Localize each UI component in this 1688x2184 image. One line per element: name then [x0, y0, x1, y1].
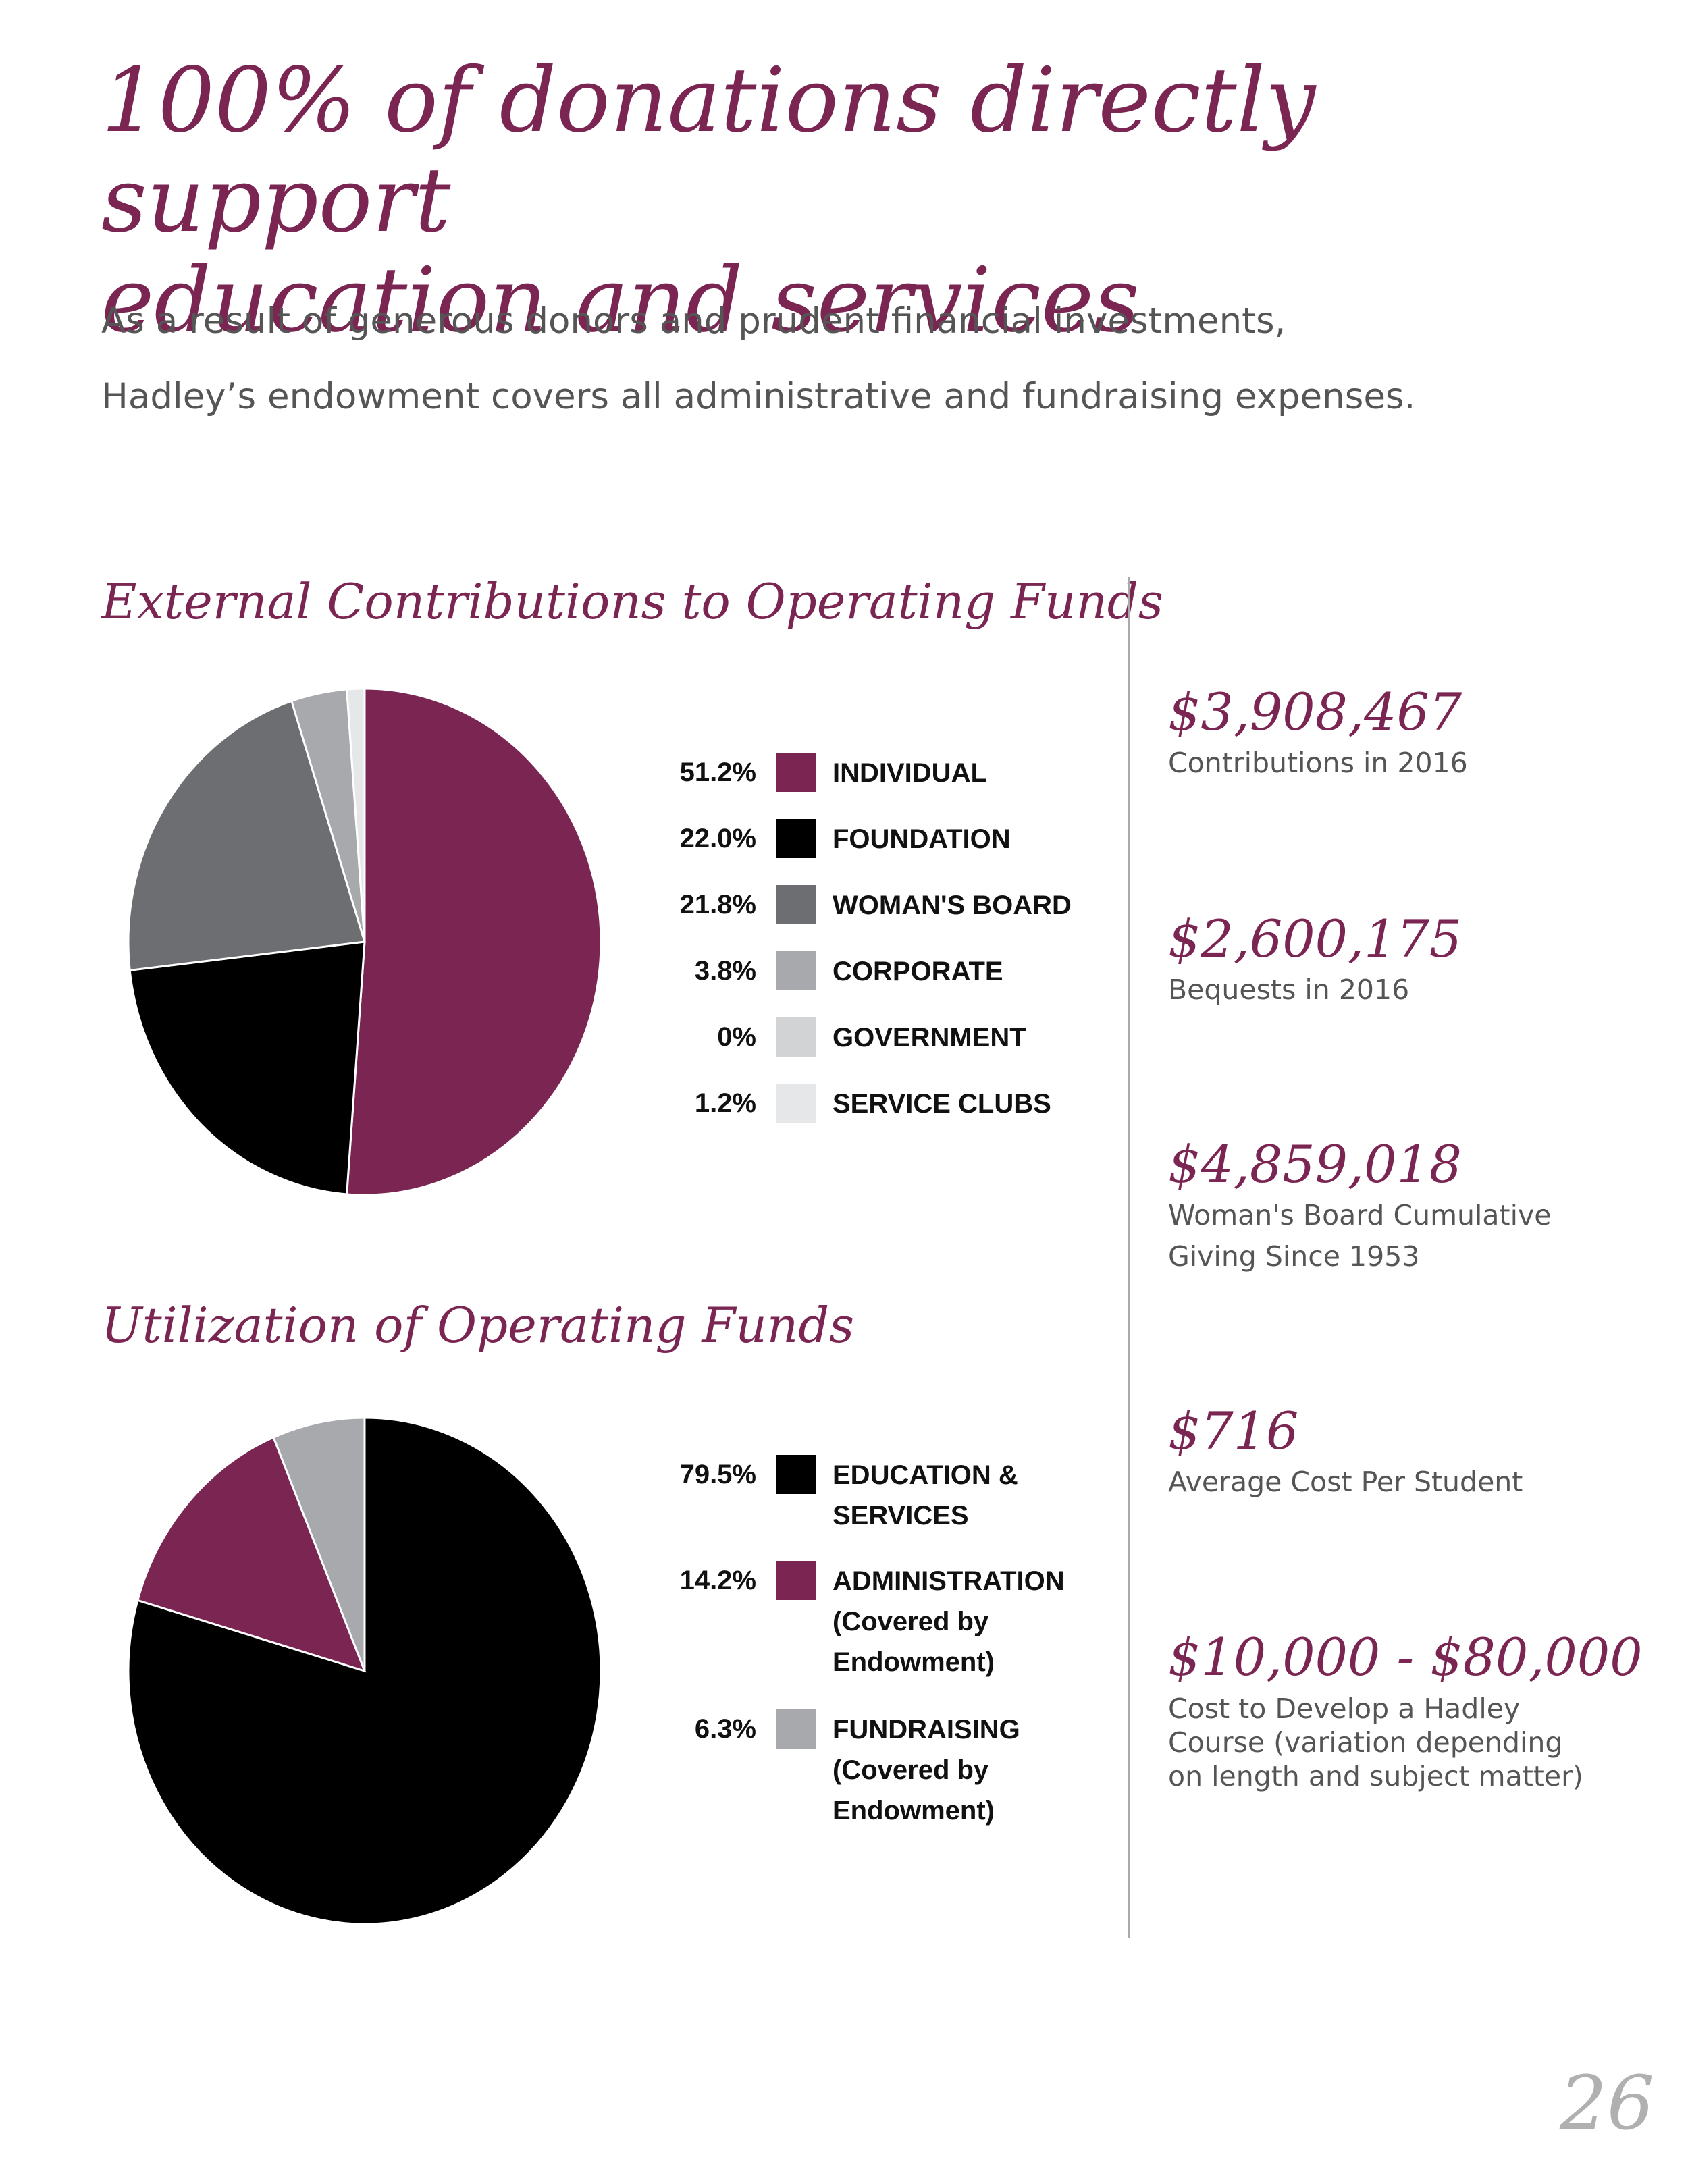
- legend-swatch: [776, 885, 816, 924]
- stat-caption: Average Cost Per Student: [1168, 1462, 1654, 1503]
- stat-caption-line: Contributions in 2016: [1168, 747, 1468, 779]
- legend-swatch: [776, 1709, 816, 1749]
- vertical-divider: [1128, 577, 1130, 1938]
- stat-caption-line: on length and subject matter): [1168, 1760, 1583, 1792]
- pie-slice-administration-covered-by-endowment: [136, 1435, 367, 1673]
- pie-slice-woman-s-board: [127, 699, 366, 971]
- pie-slice-service-clubs: [346, 687, 366, 942]
- legend-swatch: [776, 1017, 816, 1057]
- legend-swatch: [776, 753, 816, 792]
- stat-caption-line: Course (variation depending: [1168, 1726, 1563, 1759]
- stat-value: $3,908,467: [1168, 682, 1462, 742]
- stat-contributions-2016: $3,908,467 Contributions in 2016: [1168, 682, 1654, 784]
- legend-pct: 0%: [717, 1022, 756, 1052]
- legend-swatch: [776, 1084, 816, 1123]
- legend-swatch: [776, 819, 816, 858]
- utilization-chart-title: Utilization of Operating Funds: [101, 1297, 855, 1354]
- page-number: 26: [1560, 2060, 1654, 2146]
- stat-caption-line: Cost to Develop a Hadley: [1168, 1693, 1521, 1725]
- legend-pct: 1.2%: [694, 1088, 756, 1118]
- legend-label: EDUCATION & SERVICES: [833, 1455, 1116, 1536]
- contributions-pie-chart: [127, 687, 602, 1196]
- stat-caption: Bequests in 2016: [1168, 969, 1654, 1011]
- contributions-chart-title: External Contributions to Operating Fund…: [101, 573, 1163, 630]
- stat-cost-per-student: $716 Average Cost Per Student: [1168, 1401, 1654, 1503]
- stat-course-development-cost: $10,000 - $80,000 Cost to Develop a Hadl…: [1168, 1627, 1654, 1793]
- legend-label: ADMINISTRATION (Covered by Endowment): [833, 1561, 1116, 1682]
- legend-label: WOMAN'S BOARD: [833, 890, 1072, 920]
- legend-label: GOVERNMENT: [833, 1023, 1026, 1053]
- pie-slice-individual: [346, 687, 602, 1196]
- legend-label-line: (Covered by: [833, 1755, 989, 1785]
- stat-caption: Cost to Develop a Hadley Course (variati…: [1168, 1692, 1654, 1793]
- legend-pct: 6.3%: [694, 1714, 756, 1744]
- legend-label: FUNDRAISING (Covered by Endowment): [833, 1709, 1116, 1831]
- legend-label-line: ADMINISTRATION: [833, 1566, 1065, 1596]
- intro-line-1: As a result of generous donors and prude…: [101, 300, 1286, 342]
- pie-slice-fundraising-covered-by-endowment: [272, 1416, 366, 1672]
- legend-label-line: Endowment): [833, 1796, 995, 1826]
- intro-line-2: Hadley’s endowment covers all administra…: [101, 376, 1416, 417]
- legend-pct: 79.5%: [679, 1460, 756, 1489]
- stat-value: $10,000 - $80,000: [1168, 1627, 1643, 1687]
- legend-swatch: [776, 1561, 816, 1600]
- legend-pct: 22.0%: [679, 824, 756, 853]
- legend-label-line: SERVICES: [833, 1501, 969, 1530]
- stat-value: $716: [1168, 1401, 1299, 1461]
- stat-caption-line: Woman's Board Cumulative: [1168, 1199, 1552, 1231]
- headline-line-1: 100% of donations directly support: [101, 49, 1316, 252]
- legend-label-line: (Covered by: [833, 1607, 989, 1636]
- legend-swatch: [776, 951, 816, 990]
- legend-label-line: EDUCATION &: [833, 1460, 1018, 1490]
- legend-label: SERVICE CLUBS: [833, 1089, 1051, 1119]
- legend-pct: 51.2%: [679, 757, 756, 787]
- stat-caption-line: Bequests in 2016: [1168, 974, 1410, 1006]
- legend-label-line: Endowment): [833, 1647, 995, 1677]
- stat-bequests-2016: $2,600,175 Bequests in 2016: [1168, 909, 1654, 1011]
- headline-line-2: education and services: [101, 248, 1140, 352]
- legend-label: CORPORATE: [833, 957, 1003, 986]
- legend-label: INDIVIDUAL: [833, 758, 987, 788]
- legend-label: FOUNDATION: [833, 824, 1011, 854]
- legend-label-line: FUNDRAISING: [833, 1715, 1020, 1744]
- stat-caption: Contributions in 2016: [1168, 743, 1654, 784]
- stat-value: $2,600,175: [1168, 909, 1462, 969]
- legend-pct: 3.8%: [694, 956, 756, 986]
- legend-pct: 21.8%: [679, 890, 756, 920]
- stat-caption-line: Giving Since 1953: [1168, 1240, 1420, 1273]
- utilization-pie-chart: [127, 1416, 602, 1925]
- stat-womans-board-giving: $4,859,018 Woman's Board Cumulative Givi…: [1168, 1134, 1654, 1277]
- intro-paragraph: As a result of generous donors and prude…: [101, 284, 1587, 435]
- stat-caption: Woman's Board Cumulative Giving Since 19…: [1168, 1195, 1654, 1277]
- page-headline: 100% of donations directly support educa…: [101, 51, 1620, 350]
- stat-caption-line: Average Cost Per Student: [1168, 1466, 1523, 1498]
- legend-swatch: [776, 1455, 816, 1494]
- stat-value: $4,859,018: [1168, 1134, 1462, 1194]
- pie-slice-foundation: [128, 940, 366, 1196]
- legend-pct: 14.2%: [679, 1566, 756, 1595]
